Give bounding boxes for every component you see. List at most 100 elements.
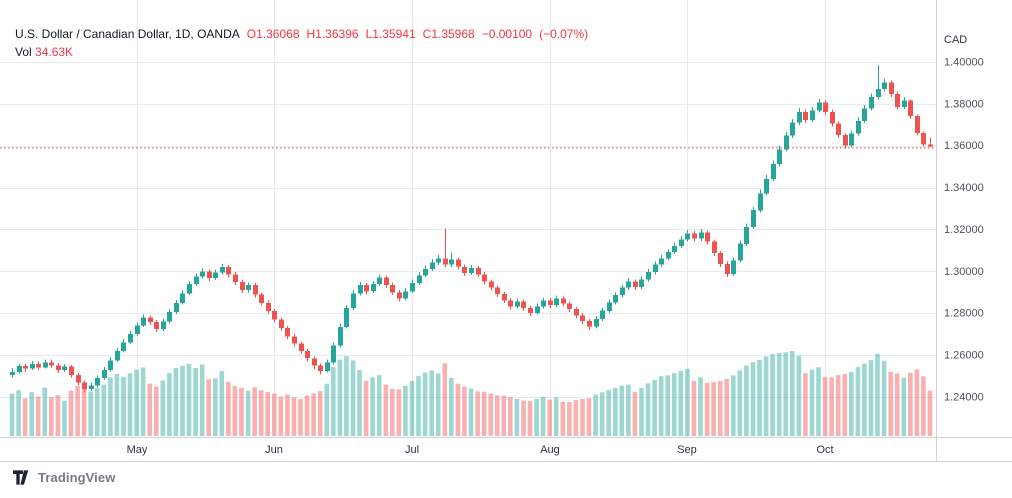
- volume-bar: [698, 377, 703, 436]
- candle-body: [384, 277, 389, 285]
- volume-bar: [514, 399, 520, 436]
- candle-body: [587, 321, 592, 327]
- candle-body: [771, 164, 776, 179]
- volume-bar: [258, 390, 264, 436]
- volume-bar: [757, 359, 762, 436]
- candle-body: [436, 258, 441, 263]
- candle-body: [515, 301, 520, 307]
- volume-bar: [403, 385, 408, 436]
- volume-bar: [285, 394, 290, 436]
- vol-value: 34.63K: [35, 45, 74, 59]
- candle-body: [548, 300, 553, 305]
- candle-body: [738, 243, 743, 261]
- candle-body: [639, 279, 644, 287]
- volume-bar: [337, 359, 343, 436]
- candle-body: [17, 366, 22, 372]
- candle-body: [554, 298, 559, 305]
- candle-body: [30, 363, 35, 369]
- axis-borders: [0, 0, 1012, 462]
- candle-body: [292, 336, 297, 344]
- volume-bar: [9, 393, 15, 436]
- time-axis-label: Aug: [540, 444, 560, 456]
- candle-body: [633, 281, 638, 287]
- candle-body: [594, 319, 599, 327]
- volume-bar: [140, 367, 146, 436]
- candle-body: [194, 276, 199, 284]
- candle-body: [449, 259, 454, 265]
- candle-body: [862, 108, 867, 122]
- candle-body: [246, 285, 251, 291]
- volume-bar: [750, 362, 756, 436]
- ohlc-high-value: 1.36396: [315, 27, 359, 41]
- price-axis-label: 1.32000: [944, 224, 984, 236]
- candle-body: [823, 102, 828, 112]
- candle-body: [351, 293, 356, 309]
- volume-bar: [691, 380, 697, 436]
- tradingview-logo-icon: [13, 470, 29, 485]
- tradingview-logo[interactable]: TradingView: [13, 470, 115, 485]
- grid-lines: [0, 0, 936, 437]
- price-axis[interactable]: CAD 1.40000 1.38000 1.36000 1.34000 1.32000 1.…: [944, 34, 984, 404]
- candle-body: [43, 362, 48, 368]
- candle-body: [541, 300, 546, 307]
- candle-body: [233, 274, 238, 282]
- candle-body: [876, 88, 881, 98]
- volume-bar: [540, 396, 546, 436]
- symbol-title[interactable]: U.S. Dollar / Canadian Dollar, 1D, OANDA: [15, 27, 240, 41]
- volume-bar: [186, 363, 192, 436]
- candle-body: [344, 308, 349, 327]
- candle-body: [23, 366, 28, 369]
- volume-bar: [921, 376, 926, 436]
- ohlc-high-label: H: [306, 27, 316, 41]
- candle-body: [443, 258, 448, 265]
- volume-bar: [803, 373, 808, 436]
- volume-bar: [481, 391, 487, 436]
- volume-bar: [134, 369, 139, 436]
- candle-body: [476, 268, 481, 275]
- candle-body: [744, 227, 749, 244]
- volume-bar: [711, 382, 716, 436]
- candles-pane[interactable]: [10, 64, 933, 393]
- candle-body: [128, 334, 133, 343]
- volume-bar: [776, 353, 782, 436]
- volume-bar: [29, 392, 34, 436]
- candle-body: [626, 281, 631, 288]
- price-axis-label: 1.24000: [944, 392, 984, 404]
- time-axis-label: Oct: [816, 444, 833, 456]
- candle-body: [718, 252, 723, 264]
- candle-body: [849, 133, 854, 146]
- candle-body: [318, 365, 323, 371]
- volume-bar: [252, 387, 257, 436]
- volume-bar: [809, 369, 815, 436]
- volume-bar: [468, 388, 474, 436]
- candle-body: [154, 322, 159, 329]
- volume-bar: [390, 388, 395, 436]
- candle-body: [836, 123, 841, 135]
- time-axis[interactable]: May Jun Jul Aug Sep Oct: [127, 444, 834, 456]
- volume-bar: [783, 352, 788, 436]
- candle-body: [921, 133, 926, 145]
- volume-bar: [731, 375, 736, 436]
- candle-body: [148, 317, 153, 322]
- volume-bar: [835, 375, 841, 436]
- volume-bar: [167, 373, 172, 436]
- candle-body: [220, 267, 225, 273]
- volume-bar: [927, 390, 933, 436]
- candle-body: [751, 210, 756, 227]
- volume-bar: [35, 396, 41, 436]
- candle-body: [10, 371, 15, 375]
- volume-bar: [606, 390, 611, 436]
- volume-bar: [22, 398, 28, 436]
- volume-bar: [672, 373, 677, 436]
- volume-bar: [914, 369, 920, 436]
- volume-bar: [724, 378, 729, 436]
- candle-body: [679, 239, 684, 246]
- candle-body: [305, 350, 310, 359]
- candle-body: [895, 93, 900, 107]
- candle-body: [364, 285, 369, 292]
- candle-body: [666, 252, 671, 259]
- legend-line-ohlc: U.S. Dollar / Canadian Dollar, 1D, OANDA…: [15, 27, 588, 42]
- legend-line-volume: Vol 34.63K: [15, 45, 588, 60]
- candle-body: [764, 178, 769, 194]
